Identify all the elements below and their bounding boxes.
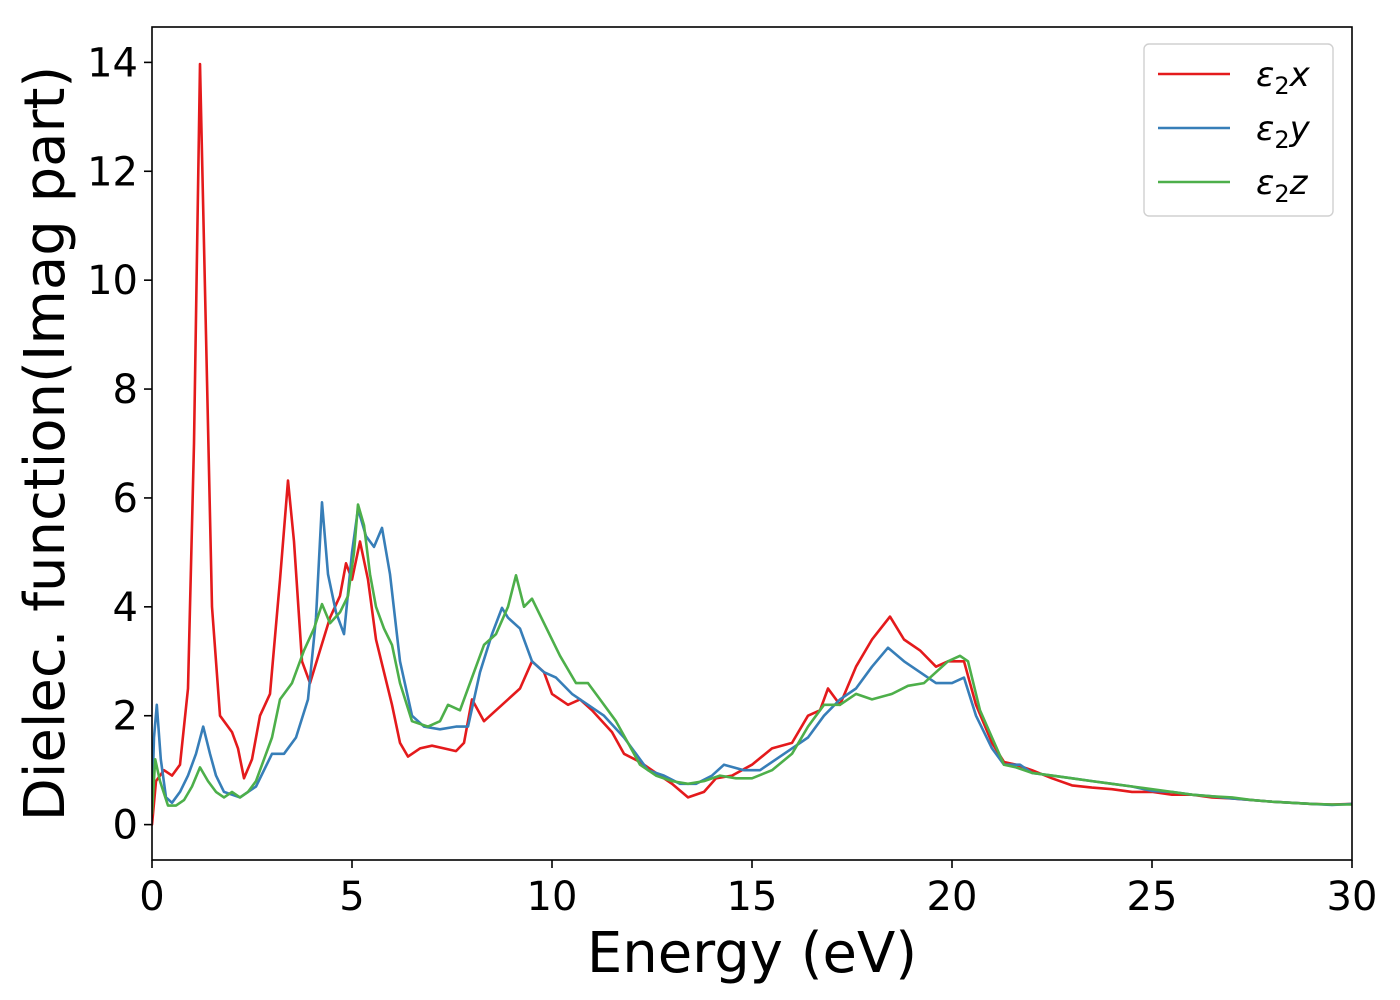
y-tick-label: 12 bbox=[87, 149, 138, 195]
legend-label-y: ε2y bbox=[1256, 109, 1311, 154]
legend-label-x: ε2x bbox=[1256, 55, 1311, 100]
y-axis-title: Dielec. function(Imag part) bbox=[13, 66, 78, 822]
y-tick-label: 4 bbox=[113, 585, 138, 631]
x-axis: 0 5 10 15 20 25 30 bbox=[139, 860, 1377, 920]
legend-box bbox=[1143, 43, 1334, 217]
x-tick-label: 5 bbox=[339, 874, 364, 920]
y-tick-label: 0 bbox=[113, 803, 138, 849]
y-tick-label: 6 bbox=[113, 476, 138, 522]
series-line-y bbox=[152, 501, 1352, 807]
x-tick-label: 30 bbox=[1327, 874, 1378, 920]
legend-label-z: ε2z bbox=[1256, 163, 1309, 208]
y-tick-label: 14 bbox=[87, 40, 138, 86]
legend: ε2x ε2y ε2z bbox=[1143, 43, 1334, 217]
x-tick-label: 25 bbox=[1127, 874, 1178, 920]
y-axis: 0 2 4 6 8 10 12 14 bbox=[87, 40, 152, 849]
series-layer bbox=[152, 62, 1352, 826]
x-tick-label: 0 bbox=[139, 874, 164, 920]
x-tick-label: 15 bbox=[727, 874, 778, 920]
y-tick-label: 10 bbox=[87, 258, 138, 304]
x-tick-label: 20 bbox=[927, 874, 978, 920]
y-tick-label: 8 bbox=[113, 367, 138, 413]
y-tick-label: 2 bbox=[113, 694, 138, 740]
series-line-z bbox=[152, 503, 1352, 815]
x-tick-label: 10 bbox=[527, 874, 578, 920]
x-axis-title: Energy (eV) bbox=[587, 921, 917, 986]
